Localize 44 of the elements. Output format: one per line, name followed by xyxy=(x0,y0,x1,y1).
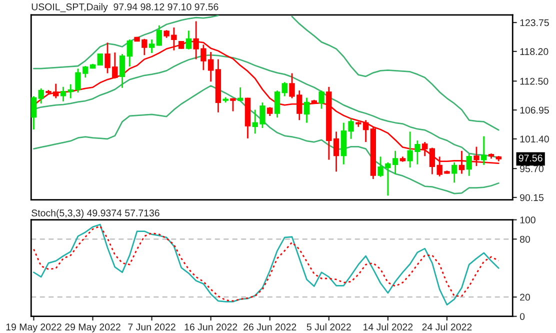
y-tick-label: 100 xyxy=(520,216,536,224)
chart-title: USOIL_SPT,Daily 97.94 98.12 97.10 97.56 xyxy=(32,3,218,12)
candlestick xyxy=(126,38,132,68)
chart-title: Stoch(5,3,3) 49.9374 57.7136 xyxy=(32,209,160,218)
candlestick xyxy=(362,119,369,143)
y-tick-label: 95.70 xyxy=(520,165,544,172)
y-tick-label: 123.75 xyxy=(520,19,549,26)
candlestick xyxy=(451,162,458,184)
y-tick-label: 101.40 xyxy=(520,136,549,143)
candlestick xyxy=(148,38,155,54)
text: 97.56 xyxy=(518,154,542,162)
candlestick xyxy=(60,86,66,102)
x-tick-label: 24 Jul 2022 xyxy=(422,323,472,330)
candlestick xyxy=(333,130,340,172)
x-tick-label: 16 Jun 2022 xyxy=(184,324,238,330)
candlestick xyxy=(304,97,310,124)
x-tick-label: 7 Jun 2022 xyxy=(128,324,176,330)
y-tick-label: 20 xyxy=(520,294,530,301)
candlestick xyxy=(230,98,236,112)
candlestick xyxy=(466,153,472,177)
candlestick xyxy=(97,53,103,66)
candlestick xyxy=(274,90,280,118)
y-tick-label: 0 xyxy=(520,313,525,320)
candlestick xyxy=(31,96,37,130)
candlestick xyxy=(38,88,44,104)
candlestick xyxy=(318,90,324,110)
line-series xyxy=(33,85,500,194)
candlestick xyxy=(119,53,126,89)
x-tick-label: 14 Jul 2022 xyxy=(364,323,413,330)
y-tick-label: 106.95 xyxy=(520,106,549,114)
candlestick xyxy=(481,136,487,166)
x-tick-label: 5 Jul 2022 xyxy=(306,323,351,330)
candlestick xyxy=(156,24,162,46)
x-tick-label: 29 May 2022 xyxy=(65,324,120,332)
y-tick-label: 80 xyxy=(520,236,530,243)
y-tick-label: 118.20 xyxy=(520,48,548,56)
candlestick xyxy=(282,81,288,97)
candlestick xyxy=(237,86,244,102)
candlestick xyxy=(422,141,428,157)
x-tick-label: 26 Jun 2022 xyxy=(244,324,296,330)
y-tick-label: 90.15 xyxy=(520,194,544,202)
candlestick xyxy=(186,30,192,50)
y-tick-label: 112.50 xyxy=(520,78,548,85)
x-tick-label: 19 May 2022 xyxy=(6,324,62,332)
